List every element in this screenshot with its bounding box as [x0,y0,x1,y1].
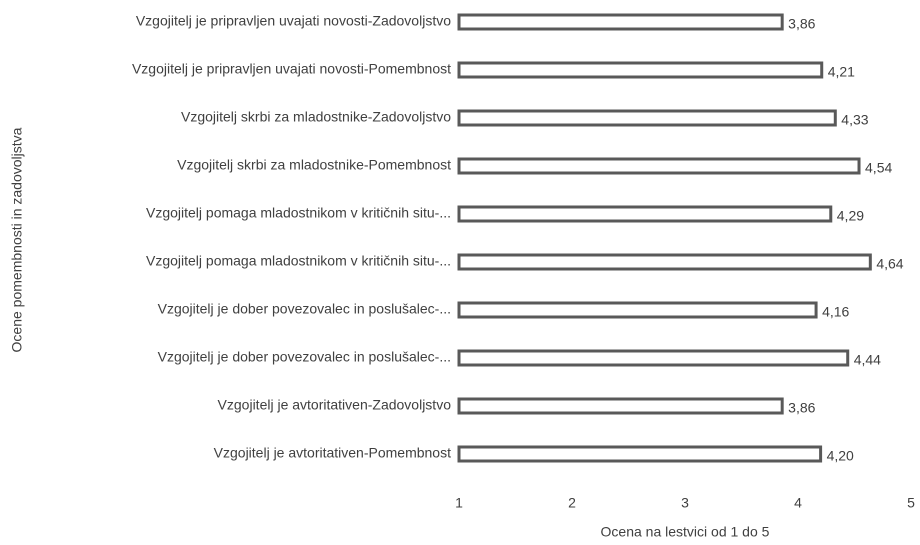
y-tick-label: Vzgojitelj skrbi za mladostnike-Pomembno… [177,157,451,173]
bar [457,61,824,79]
data-label: 4,21 [828,64,855,80]
bar [457,13,784,31]
x-tick-label: 4 [794,495,802,511]
data-label: 4,64 [876,256,903,272]
bar [457,349,850,367]
y-tick-label: Vzgojitelj pomaga mladostnikom v kritičn… [146,205,451,221]
y-axis-title: Ocene pomembnosti in zadovoljstva [9,127,25,352]
data-label: 4,20 [827,448,854,464]
y-tick-label: Vzgojitelj skrbi za mladostnike-Zadovolj… [181,109,451,125]
y-tick-label: Vzgojitelj je dober povezovalec in poslu… [158,301,451,317]
data-label: 4,16 [822,304,849,320]
x-tick-label: 1 [455,495,463,511]
bar [457,445,823,463]
data-label: 4,29 [837,208,864,224]
x-tick-label: 3 [681,495,689,511]
y-tick-label: Vzgojitelj je pripravljen uvajati novost… [136,13,451,29]
bar [457,253,872,271]
data-label: 3,86 [788,400,815,416]
x-tick-label: 5 [907,495,915,511]
bar [457,301,818,319]
x-axis-title: Ocena na lestvici od 1 do 5 [601,524,770,540]
data-label: 4,44 [854,352,881,368]
bar [457,109,837,127]
data-label: 4,33 [841,112,868,128]
y-tick-label: Vzgojitelj je dober povezovalec in poslu… [158,349,451,365]
x-tick-label: 2 [568,495,576,511]
y-tick-label: Vzgojitelj pomaga mladostnikom v kritičn… [146,253,451,269]
bar [457,205,833,223]
bar [457,397,784,415]
y-tick-label: Vzgojitelj je avtoritativen-Pomembnost [214,445,451,461]
data-label: 4,54 [865,160,892,176]
data-label: 3,86 [788,16,815,32]
y-tick-label: Vzgojitelj je avtoritativen-Zadovoljstvo [218,397,452,413]
bar [457,157,861,175]
y-tick-label: Vzgojitelj je pripravljen uvajati novost… [132,61,451,77]
